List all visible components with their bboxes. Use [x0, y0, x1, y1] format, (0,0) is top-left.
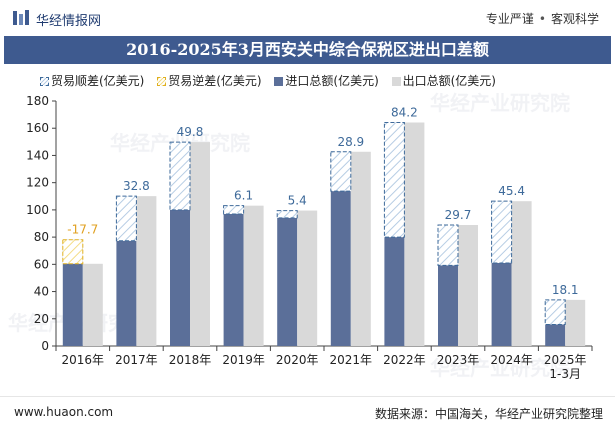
bar-export-6 [404, 122, 425, 346]
legend-item-export: 出口总额(亿美元) [391, 72, 496, 89]
balance-label-7: 29.7 [445, 208, 472, 222]
bar-export-7 [458, 224, 478, 346]
x-tick-label-9: 2025年 [544, 353, 587, 367]
x-tick-label-6: 2022年 [383, 353, 426, 367]
tagline: 专业严谨 • 客观科学 [486, 10, 599, 27]
legend-item-import: 进口总额(亿美元) [274, 72, 379, 89]
legend-label-deficit: 贸易逆差(亿美元) [168, 74, 262, 88]
title-bar: 2016-2025年3月西安关中综合保税区进出口差额 [4, 36, 611, 64]
y-tick-label-0: 0 [41, 339, 49, 353]
bar-surplus-2 [169, 141, 191, 211]
legend-label-export: 出口总额(亿美元) [402, 74, 496, 88]
bar-import-3 [223, 213, 244, 346]
x-tick-label-9-line1: 1-3月 [549, 367, 581, 381]
tagline-separator: • [538, 12, 546, 26]
bar-deficit-0 [62, 239, 84, 265]
y-tick-label-80: 80 [34, 230, 49, 244]
watermark-3: 华经产业研究院 [430, 356, 570, 380]
legend-item-surplus: 贸易顺差(亿美元) [40, 72, 144, 89]
legend-label-import: 进口总额(亿美元) [285, 74, 379, 88]
bar-surplus-9 [544, 299, 566, 325]
x-tick-label-0: 2016年 [62, 353, 105, 367]
legend-swatch-surplus [40, 77, 49, 86]
data-source: 数据来源：中国海关，华经产业研究院整理 [374, 407, 603, 421]
y-tick-label-20: 20 [34, 312, 49, 326]
bar-import-1 [116, 240, 137, 346]
y-tick-label-60: 60 [34, 257, 49, 271]
bar-export-4 [297, 210, 318, 346]
balance-label-9: 18.1 [552, 283, 579, 297]
y-tick-label-40: 40 [34, 285, 49, 299]
legend-label-surplus: 贸易顺差(亿美元) [51, 74, 145, 88]
bar-export-1 [136, 196, 157, 346]
x-tick-label-8: 2024年 [490, 353, 533, 367]
bar-export-2 [190, 142, 210, 346]
y-tick-label-100: 100 [26, 203, 49, 217]
bar-surplus-6 [383, 122, 405, 238]
x-tick-label-1: 2017年 [115, 353, 158, 367]
x-tick-label-2: 2018年 [169, 353, 212, 367]
x-tick-label-4: 2020年 [276, 353, 319, 367]
chart-title: 2016-2025年3月西安关中综合保税区进出口差额 [126, 40, 489, 59]
bar-import-5 [330, 191, 351, 346]
y-tick-label-180: 180 [26, 94, 49, 108]
bar-import-2 [170, 209, 190, 346]
bar-export-0 [82, 263, 103, 346]
bar-surplus-4 [276, 210, 298, 219]
bar-export-5 [350, 151, 371, 346]
balance-label-2: 49.8 [177, 125, 204, 139]
tagline-left: 专业严谨 [485, 12, 534, 26]
bar-surplus-5 [330, 151, 352, 192]
brand-name: 华经情报网 [36, 14, 102, 29]
x-tick-label-7: 2023年 [437, 353, 480, 367]
bar-import-0 [62, 239, 83, 346]
footer-url: www.huaon.com [14, 405, 114, 419]
watermark-1: 华经产业研究院 [430, 91, 570, 115]
brand-logo-icon [13, 10, 29, 25]
bar-surplus-1 [115, 195, 137, 242]
tagline-right: 客观科学 [550, 12, 599, 26]
bar-import-8 [491, 262, 512, 346]
y-tick-label-140: 140 [26, 148, 49, 162]
balance-label-1: 32.8 [123, 179, 150, 193]
x-tick-label-3: 2019年 [222, 353, 265, 367]
bar-import-9 [545, 324, 566, 346]
balance-label-3: 6.1 [234, 189, 253, 203]
balance-label-5: 28.9 [337, 135, 364, 149]
bar-export-3 [243, 205, 264, 346]
bar-export-8 [511, 201, 532, 346]
legend-swatch-import [274, 77, 284, 86]
bar-surplus-8 [491, 200, 513, 264]
bar-import-6 [384, 237, 405, 346]
x-tick-label-5: 2021年 [330, 353, 373, 367]
footer: www.huaon.com 数据来源：中国海关，华经产业研究院整理 [0, 396, 615, 428]
bar-surplus-3 [223, 205, 245, 215]
legend-swatch-export [391, 77, 401, 86]
legend-swatch-deficit [157, 77, 167, 86]
y-tick-label-120: 120 [26, 176, 49, 190]
balance-label-4: 5.4 [288, 194, 307, 208]
legend-item-deficit: 贸易逆差(亿美元) [157, 72, 262, 89]
balance-label-8: 45.4 [498, 184, 525, 198]
bar-export-9 [565, 299, 586, 346]
bar-surplus-7 [437, 224, 459, 266]
balance-label-6: 84.2 [391, 106, 418, 120]
top-bar: 华经情报网 专业严谨 • 客观科学 [0, 0, 615, 36]
bar-import-7 [438, 265, 458, 346]
balance-label-0: -17.7 [67, 223, 98, 237]
legend: 贸易顺差(亿美元) 贸易逆差(亿美元) 进口总额(亿美元) 出口总额(亿美元) [40, 72, 505, 92]
bar-import-4 [277, 217, 298, 346]
y-tick-label-160: 160 [26, 121, 49, 135]
